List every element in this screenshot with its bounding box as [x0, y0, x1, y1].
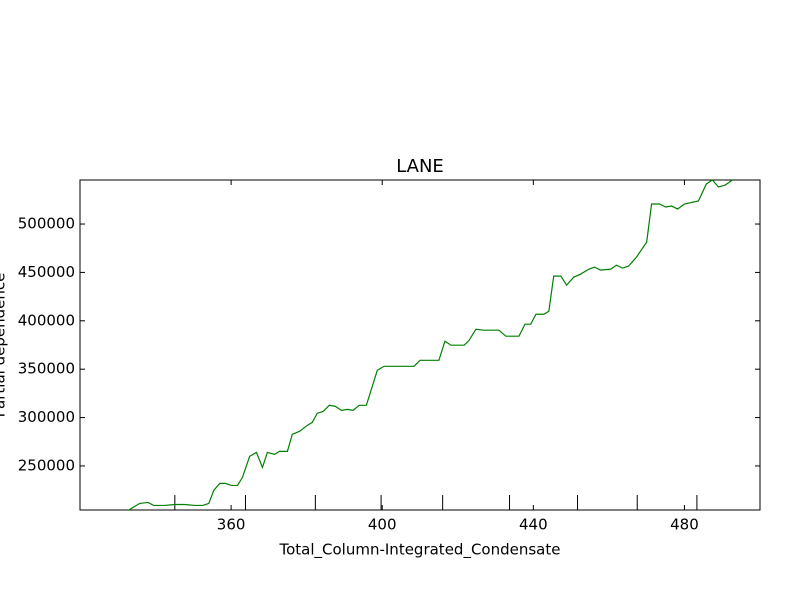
chart-title: LANE	[396, 156, 444, 177]
plot-frame	[79, 179, 761, 511]
x-tick-label: 400	[368, 516, 397, 534]
y-tick-label: 350000	[18, 360, 75, 378]
data-line	[127, 179, 733, 511]
x-tick-label: 480	[670, 516, 699, 534]
y-tick-label: 450000	[18, 263, 75, 281]
y-axis-label: Partial dependence	[0, 273, 9, 418]
x-tick-label: 360	[217, 516, 246, 534]
x-tick-label: 440	[519, 516, 548, 534]
y-tick-label: 300000	[18, 408, 75, 426]
y-tick-label: 250000	[18, 456, 75, 474]
y-tick-label: 400000	[18, 311, 75, 329]
y-tick-label: 500000	[18, 215, 75, 233]
x-axis-label: Total_Column-Integrated_Condensate	[279, 541, 561, 560]
